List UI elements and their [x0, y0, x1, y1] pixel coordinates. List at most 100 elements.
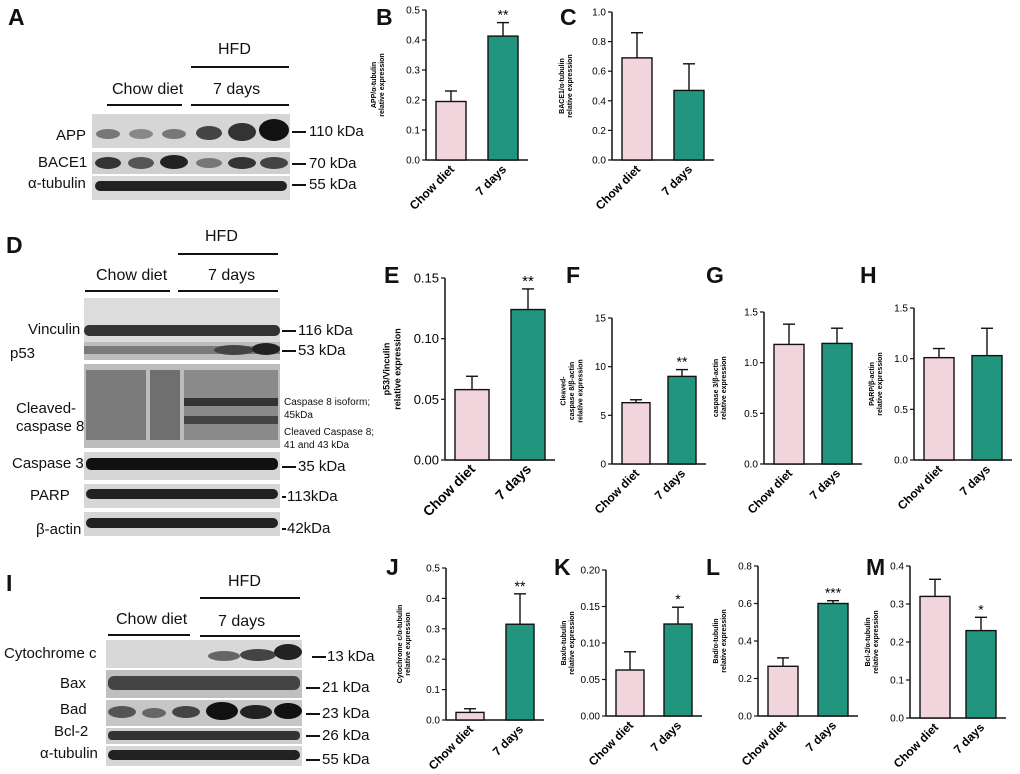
y-tick-label: 0.3: [426, 624, 440, 635]
y-tick-label: 0.10: [581, 639, 601, 650]
y-axis-label: p53/Vinculinrelative expression: [382, 328, 403, 410]
marker-tick: [282, 330, 296, 332]
7days-group-label: 7 days: [218, 613, 266, 630]
y-tick-label: 0.00: [581, 712, 601, 723]
x-category-label: 7 days: [473, 162, 510, 199]
panel-label-b: B: [376, 4, 393, 30]
y-tick-label: 1.0: [592, 8, 606, 19]
y-axis-label: PARP/β-actinrelative expression: [869, 352, 884, 415]
blot-i-size-label: 26 kDa: [322, 727, 370, 744]
panel-label-i: I: [6, 570, 13, 596]
x-category-label: Chow diet: [407, 162, 457, 212]
x-category-label: Chow diet: [745, 466, 795, 516]
y-tick-label: 0.15: [581, 602, 601, 613]
y-tick-label: 0.2: [592, 126, 606, 137]
blot-d-row-label: p53: [10, 345, 36, 362]
y-tick-label: 0.3: [406, 66, 420, 77]
y-axis-label: Bad/α-tubulinrelative expression: [713, 609, 728, 672]
x-category-label: Chow diet: [891, 720, 941, 770]
y-axis-label: caspase 3/β-actinrelative expression: [713, 356, 728, 419]
blot-i-image: [106, 640, 302, 766]
7days-group-label: 7 days: [208, 267, 256, 284]
blot-d-size-label: 113kDa: [287, 488, 338, 505]
bar-7-days: [667, 375, 697, 465]
bar-chow-diet: [621, 401, 651, 465]
y-tick-label: 0.0: [890, 714, 904, 725]
7days-bracket-line: [200, 635, 300, 637]
y-tick-label: 0: [600, 460, 606, 471]
y-axis-label: Cytochrome c/α-tubulinrelative expressio…: [397, 605, 412, 684]
blot-d-row-label: PARP: [30, 487, 70, 504]
y-tick-label: 0.8: [592, 37, 606, 48]
y-tick-label: 0.1: [890, 676, 904, 687]
marker-tick: [306, 687, 320, 689]
caspase8-isoform-note: Caspase 8 isoform; 45kDa: [284, 397, 371, 421]
blot-a-row-label: BACE1: [38, 154, 88, 171]
y-tick-label: 0.5: [406, 6, 420, 17]
chow-bracket-line: [108, 634, 190, 636]
y-tick-label: 0.4: [592, 96, 606, 107]
bar-chart-c: 0.0 0.2 0.4 0.6 0.8 1.0 BACE1/α-tubulinrelativ…: [559, 8, 714, 213]
bar-chow-diet: [454, 388, 490, 461]
y-tick-label: 0.00: [414, 453, 439, 468]
x-category-label: Chow diet: [420, 461, 479, 520]
blot-i-size-label: 13 kDa: [327, 648, 375, 665]
y-tick-label: 0.3: [890, 600, 904, 611]
blot-d-size-label: 53 kDa: [298, 342, 346, 359]
bar-7-days: [965, 629, 997, 719]
y-tick-label: 0.15: [414, 271, 439, 286]
panel-label-j: J: [386, 554, 399, 580]
y-tick-label: 0.0: [738, 712, 752, 723]
x-category-label: 7 days: [803, 718, 840, 755]
y-axis-label: Bax/α-tubulinrelative expression: [561, 611, 576, 674]
blot-a-row-label: APP: [56, 127, 87, 144]
bar-chart-e: 0.00 0.05 0.10 0.15 p53/Vinculinrelative exp…: [382, 271, 555, 520]
y-axis-label: Bcl-2/α-tubulinrelative expression: [865, 610, 880, 673]
y-tick-label: 0.20: [581, 566, 601, 577]
bar-7-days: [673, 89, 705, 161]
panel-label-g: G: [706, 262, 724, 288]
y-tick-label: 0.4: [426, 594, 440, 605]
y-tick-label: 0.4: [406, 36, 420, 47]
blot-d-size-label: 42kDa: [287, 520, 331, 537]
x-category-label: Chow diet: [426, 722, 476, 772]
panel-label-c: C: [560, 4, 577, 30]
marker-tick: [282, 528, 286, 530]
blot-i-row-label: Bcl-2: [54, 723, 89, 740]
bar-7-days: [971, 354, 1003, 461]
marker-tick: [282, 350, 296, 352]
blot-i-size-label: 55 kDa: [322, 751, 370, 768]
bar-chart-h: 0.0 0.5 1.0 1.5 PARP/β-actinrelative express…: [869, 304, 1012, 513]
blot-d-row-label: β-actin: [36, 521, 82, 538]
significance-marker: **: [515, 578, 526, 594]
y-tick-label: 0.1: [406, 126, 420, 137]
hfd-bracket-line: [178, 253, 278, 255]
y-tick-label: 0.0: [894, 456, 908, 467]
chow-bracket-line: [85, 290, 170, 292]
hfd-group-label: HFD: [205, 228, 238, 245]
y-tick-label: 0.5: [894, 405, 908, 416]
bar-chow-diet: [767, 665, 799, 717]
panel-label-h: H: [860, 262, 877, 288]
bar-chow-diet: [919, 595, 951, 719]
y-tick-label: 0.0: [406, 156, 420, 167]
y-tick-label: 0.0: [426, 716, 440, 727]
blot-i-size-label: 23 kDa: [322, 705, 370, 722]
panel-label-m: M: [866, 554, 886, 580]
y-tick-label: 15: [595, 314, 607, 325]
panel-label-f: F: [566, 262, 581, 288]
bar-chart-g: 0.0 0.5 1.0 1.5 caspase 3/β-actinrelative ex…: [713, 308, 862, 517]
blot-i-row-label: Cytochrome c: [4, 645, 97, 662]
panel-label-l: L: [706, 554, 721, 580]
y-tick-label: 5: [600, 411, 606, 422]
marker-tick: [292, 131, 306, 133]
hfd-group-label: HFD: [218, 41, 251, 58]
bar-chart-m: 0.0 0.1 0.2 0.3 0.4 Bcl-2/α-tubulinrelative e…: [865, 562, 1006, 771]
y-tick-label: 0.0: [744, 460, 758, 471]
blot-i-size-label: 21 kDa: [322, 679, 370, 696]
y-tick-label: 0.2: [890, 638, 904, 649]
blot-a-size-label: 70 kDa: [309, 155, 357, 172]
bar-chow-diet: [621, 57, 653, 161]
y-tick-label: 0.6: [738, 599, 752, 610]
7days-bracket-line: [191, 104, 289, 106]
